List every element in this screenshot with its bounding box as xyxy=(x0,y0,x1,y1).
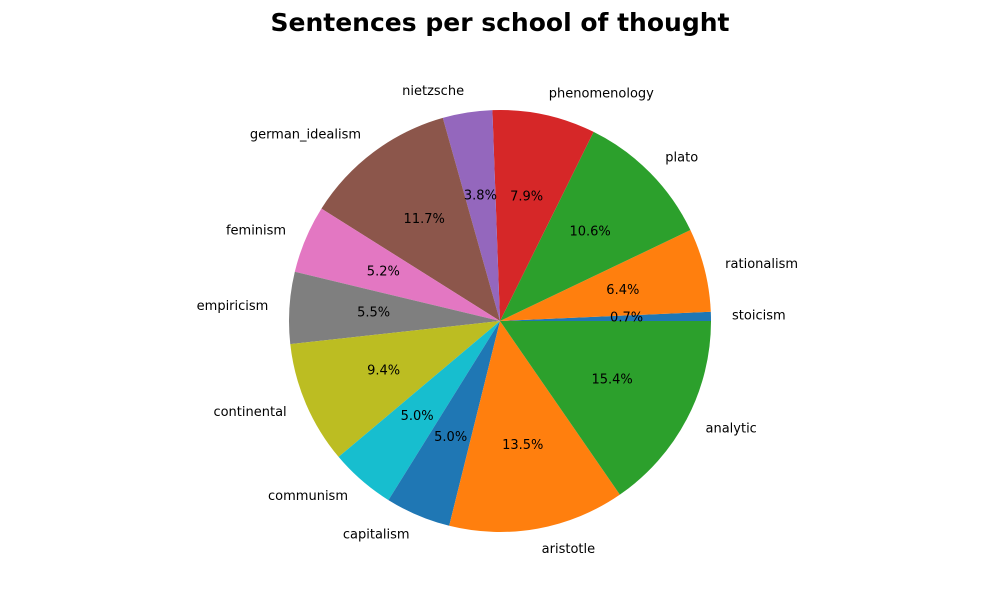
pie-slice-feminism xyxy=(294,208,500,321)
slice-label-plato: plato xyxy=(665,151,698,166)
slice-label-stoicism: stoicism xyxy=(732,308,786,323)
pie-slice-phenomenology xyxy=(492,110,594,321)
pie-slice-capitalism xyxy=(388,321,500,526)
percent-label-capitalism: 5.0% xyxy=(434,430,467,445)
slice-label-phenomenology: phenomenology xyxy=(549,87,654,102)
pie-slice-communism xyxy=(338,321,500,501)
percent-label-nietzsche: 3.8% xyxy=(464,188,497,203)
percent-label-communism: 5.0% xyxy=(401,409,434,424)
percent-label-phenomenology: 7.9% xyxy=(510,190,543,205)
pie-slice-continental xyxy=(290,321,500,457)
slice-label-continental: continental xyxy=(213,405,286,420)
pie-slice-nietzsche xyxy=(442,110,500,321)
percent-label-analytic: 15.4% xyxy=(591,372,632,387)
percent-label-german-idealism: 11.7% xyxy=(404,212,445,227)
pie-slice-plato xyxy=(500,131,691,321)
percent-label-aristotle: 13.5% xyxy=(502,438,543,453)
slice-label-capitalism: capitalism xyxy=(343,527,410,542)
percent-label-empiricism: 5.5% xyxy=(357,306,390,321)
percent-label-continental: 9.4% xyxy=(367,363,400,378)
pie-slice-empiricism xyxy=(288,271,500,345)
pie-slice-aristotle xyxy=(449,321,620,532)
percent-label-plato: 10.6% xyxy=(569,225,610,240)
slice-label-feminism: feminism xyxy=(226,223,286,238)
slice-label-nietzsche: nietzsche xyxy=(402,84,464,99)
percent-label-feminism: 5.2% xyxy=(367,264,400,279)
pie-slice-german-idealism xyxy=(321,117,500,322)
slice-label-rationalism: rationalism xyxy=(725,257,798,272)
percent-label-stoicism: 0.7% xyxy=(610,311,643,326)
pie-slice-stoicism xyxy=(500,311,711,321)
slice-label-communism: communism xyxy=(268,489,348,504)
pie-slice-analytic xyxy=(500,321,711,495)
slice-label-analytic: analytic xyxy=(706,421,757,436)
slice-label-empiricism: empiricism xyxy=(197,299,269,314)
pie-slice-rationalism xyxy=(500,230,711,321)
chart-title: Sentences per school of thought xyxy=(270,8,730,37)
slice-label-aristotle: aristotle xyxy=(542,542,595,557)
percent-label-rationalism: 6.4% xyxy=(606,283,639,298)
slice-label-german-idealism: german_idealism xyxy=(250,128,361,143)
